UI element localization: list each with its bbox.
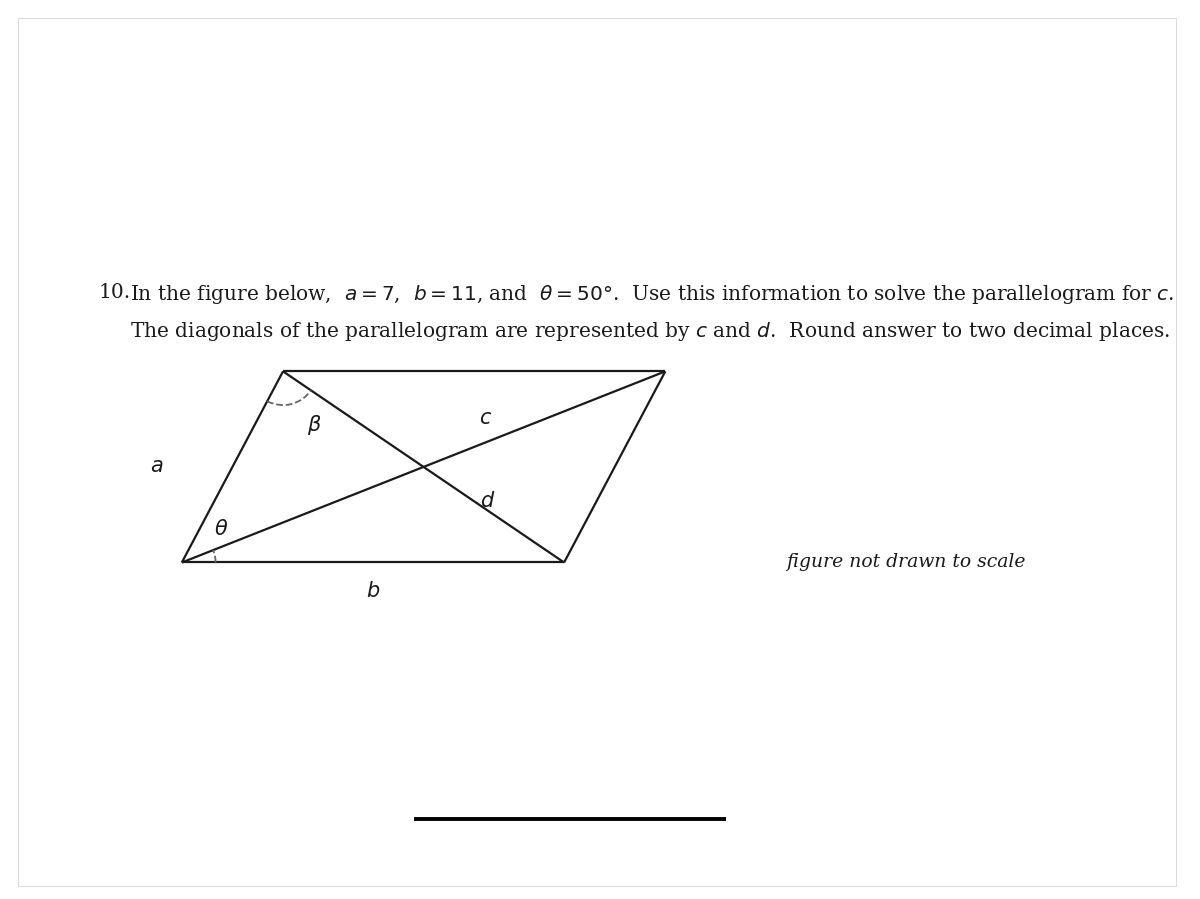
Text: $c$: $c$ [479, 409, 492, 428]
Text: $b$: $b$ [366, 581, 380, 601]
Text: $a$: $a$ [150, 458, 164, 476]
Text: $\theta$: $\theta$ [214, 519, 228, 539]
Text: 10.: 10. [98, 283, 131, 302]
Text: The diagonals of the parallelogram are represented by $c$ and $d$.  Round answer: The diagonals of the parallelogram are r… [130, 320, 1170, 343]
Text: figure not drawn to scale: figure not drawn to scale [786, 553, 1026, 571]
Text: $\beta$: $\beta$ [307, 414, 322, 437]
Text: In the figure below,  $a = 7$,  $b = 11$, and  $\theta = 50°$.  Use this informa: In the figure below, $a = 7$, $b = 11$, … [130, 283, 1174, 307]
Text: $d$: $d$ [480, 491, 496, 511]
